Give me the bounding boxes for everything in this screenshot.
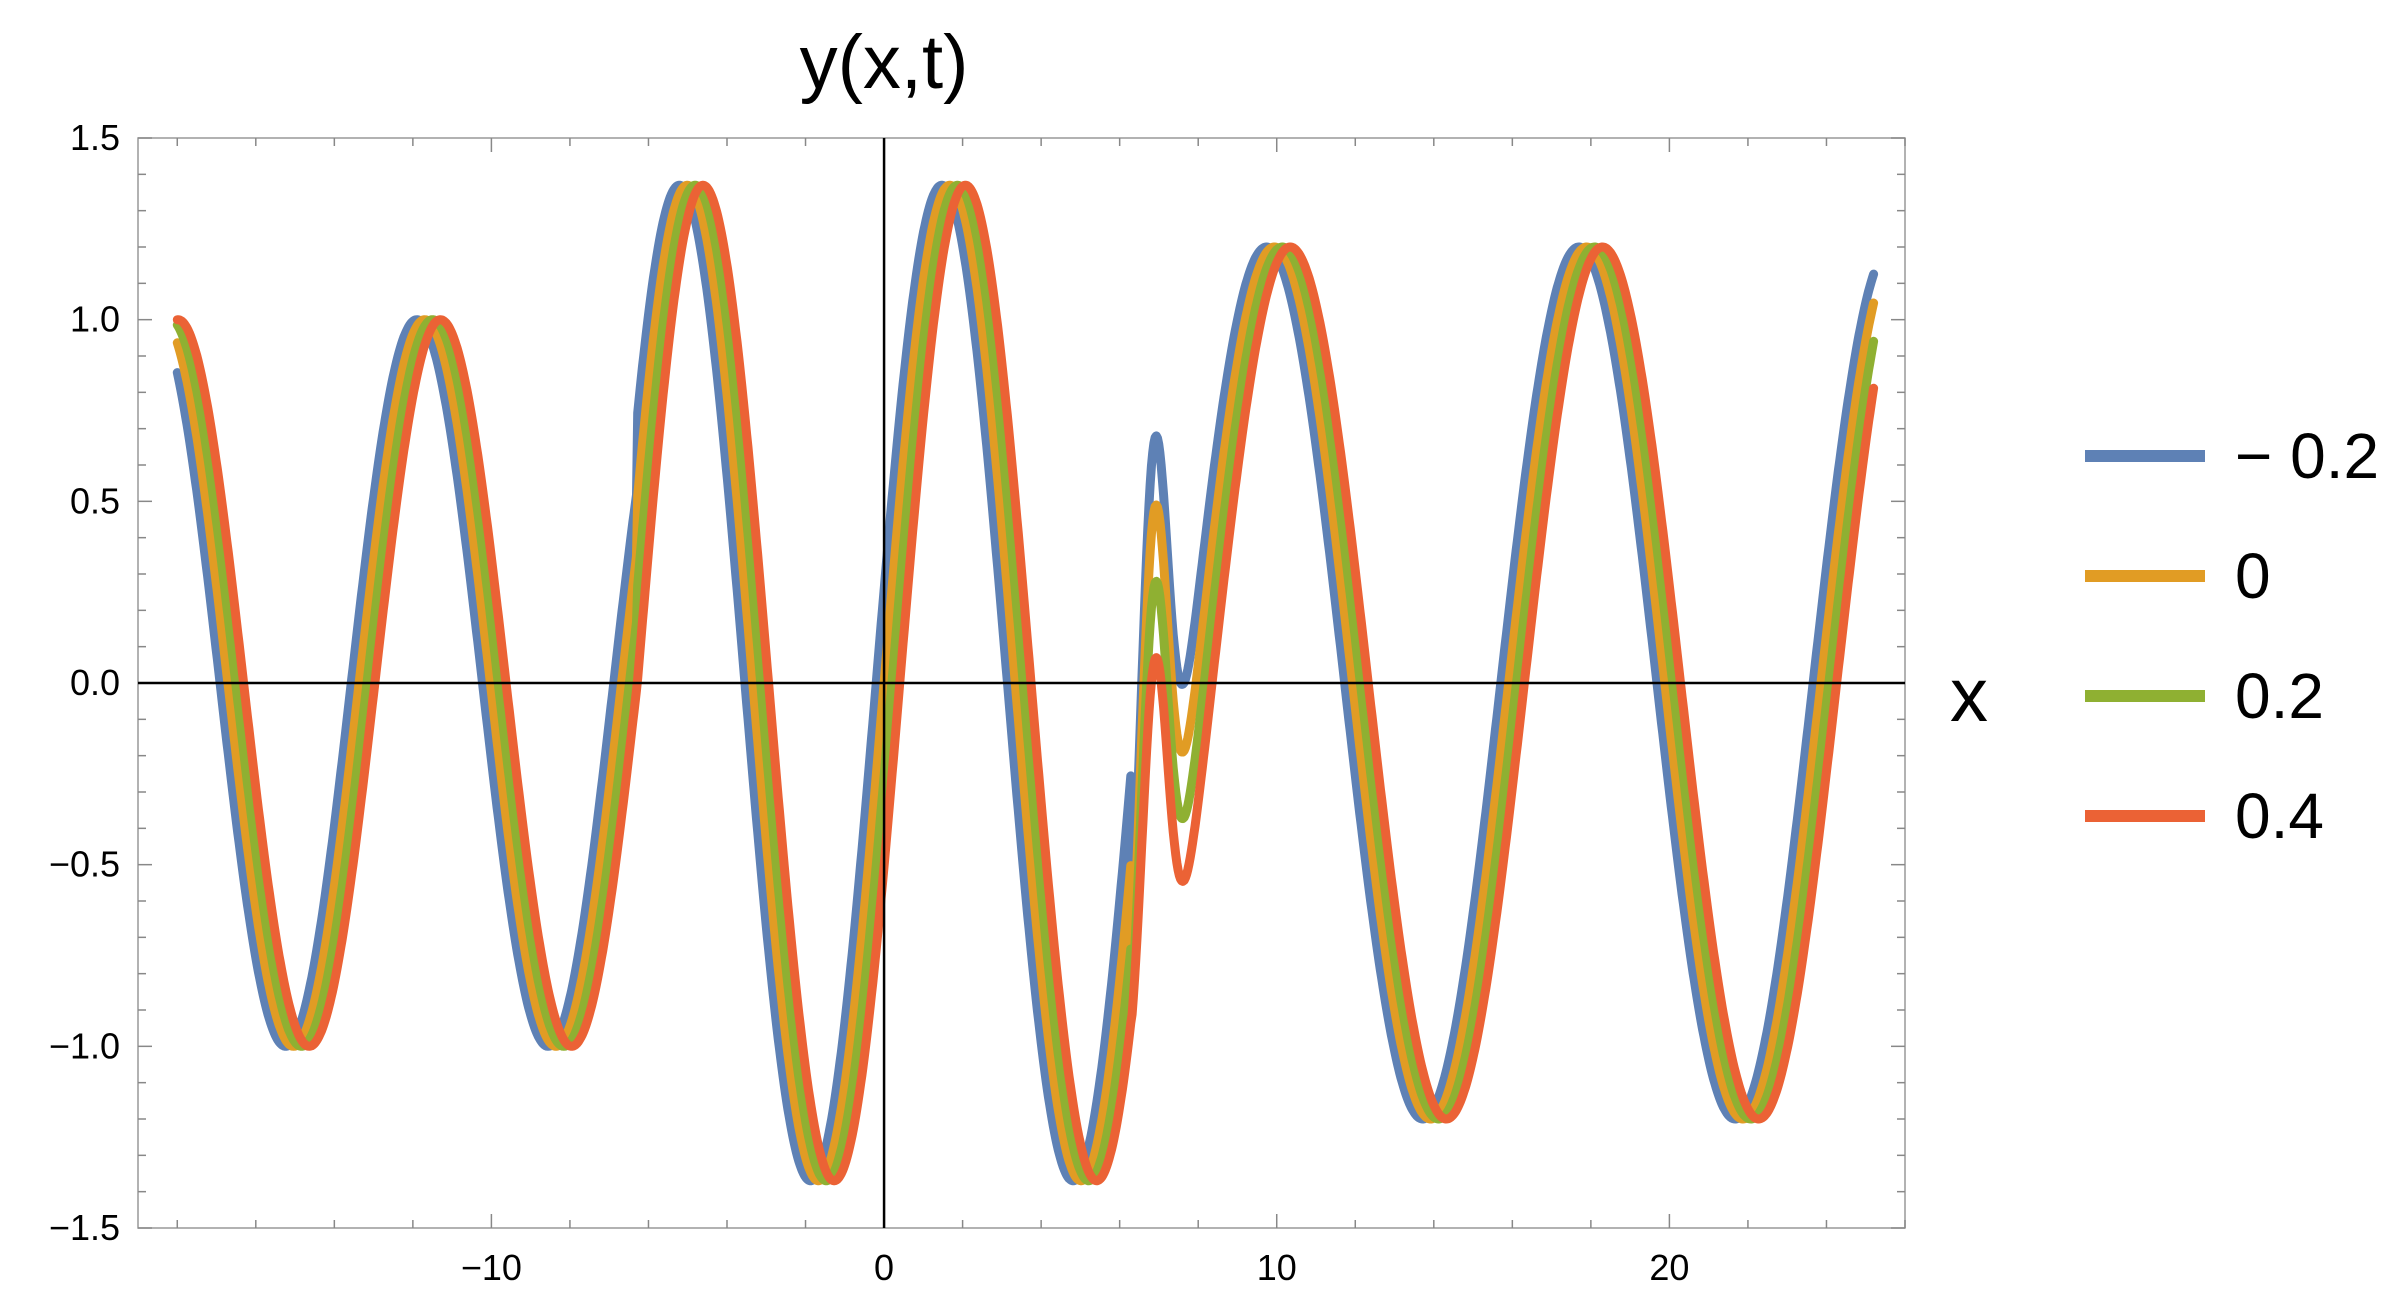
x-tick-label: 0: [874, 1247, 894, 1288]
y-tick-label: −0.5: [49, 844, 120, 885]
series-lines: [172, 180, 1879, 1186]
x-axis-label: x: [1950, 653, 1988, 738]
x-tick-label: 20: [1649, 1247, 1689, 1288]
y-tick-label: 1.5: [70, 117, 120, 158]
y-tick-label: 0.5: [70, 480, 120, 521]
axis-ticks: −10 0 10 20 −1.5 −1.0 −0.5 0.0 0.5 1.0 1.5: [49, 117, 1906, 1288]
x-tick-label: −10: [461, 1247, 522, 1288]
y-tick-label: 0.0: [70, 662, 120, 703]
series-line: [172, 180, 1879, 1186]
legend-label: 0.2: [2235, 660, 2324, 732]
series-line: [172, 180, 1879, 1186]
chart-title: y(x,t): [800, 20, 969, 105]
legend-label: − 0.2: [2235, 420, 2379, 492]
legend-label: 0.4: [2235, 780, 2324, 852]
y-tick-label: −1.5: [49, 1207, 120, 1248]
legend-label: 0: [2235, 540, 2271, 612]
y-tick-label: −1.0: [49, 1025, 120, 1066]
axes: [138, 138, 1905, 1228]
y-tick-label: 1.0: [70, 299, 120, 340]
legend: − 0.2 0 0.2 0.4: [2085, 420, 2379, 852]
x-tick-label: 10: [1257, 1247, 1297, 1288]
